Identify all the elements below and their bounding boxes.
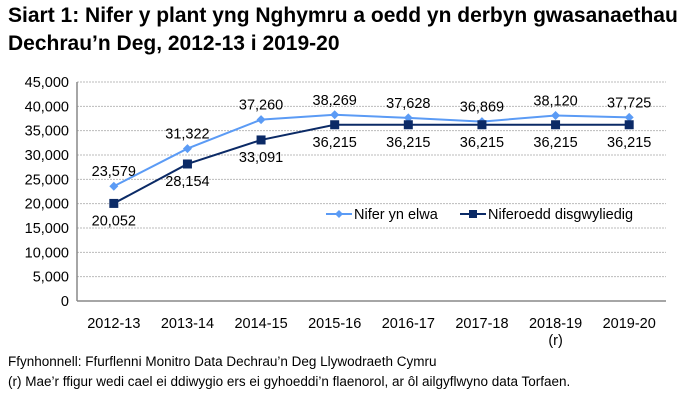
- x-tick-label: 2017-18: [455, 316, 508, 332]
- legend-label: Niferoedd disgwyliedig: [488, 207, 633, 223]
- data-point: [256, 115, 266, 125]
- y-tick-label: 40,000: [25, 99, 69, 115]
- y-tick-label: 45,000: [25, 75, 69, 91]
- y-tick-label: 5,000: [33, 270, 69, 286]
- data-point: [256, 135, 266, 145]
- data-label: 37,260: [239, 98, 283, 114]
- data-label: 36,215: [533, 135, 577, 151]
- data-point: [624, 112, 634, 122]
- y-tick-label: 0: [61, 294, 69, 310]
- x-tick-label: 2018-19: [529, 316, 582, 332]
- legend-label: Nifer yn elwa: [354, 207, 439, 223]
- series-line-1: [113, 123, 630, 205]
- y-tick-label: 15,000: [25, 221, 69, 237]
- series-line-0: [113, 113, 630, 188]
- y-tick-label: 25,000: [25, 172, 69, 188]
- legend-marker: [335, 210, 343, 218]
- chart-title: Siart 1: Nifer y plant yng Nghymru a oed…: [8, 4, 678, 55]
- data-point: [109, 181, 119, 191]
- data-label: 28,154: [165, 174, 209, 190]
- y-tick-label: 10,000: [25, 245, 69, 261]
- data-point: [330, 110, 340, 120]
- legend-marker: [469, 210, 477, 218]
- x-tick-label: 2014-15: [234, 316, 287, 332]
- x-tick-sublabel: (r): [548, 333, 563, 349]
- data-point: [403, 120, 413, 130]
- data-label: 36,215: [313, 135, 357, 151]
- data-point: [477, 120, 487, 130]
- data-label: 20,052: [92, 213, 136, 229]
- data-point: [403, 113, 413, 123]
- data-point: [182, 159, 192, 169]
- data-point: [551, 110, 561, 120]
- y-tick-label: 30,000: [25, 148, 69, 164]
- revision-note: (r) Mae’r ffigur wedi cael ei ddiwygio e…: [8, 374, 571, 389]
- data-label: 36,215: [386, 135, 430, 151]
- data-point: [109, 198, 119, 208]
- data-label: 36,215: [607, 135, 651, 151]
- x-tick-label: 2012-13: [87, 316, 140, 332]
- y-tick-label: 35,000: [25, 124, 69, 140]
- data-label: 38,120: [533, 93, 577, 109]
- data-point: [330, 120, 340, 130]
- data-label: 37,628: [386, 96, 430, 112]
- y-tick-label: 20,000: [25, 197, 69, 213]
- data-point: [624, 120, 634, 130]
- data-label: 36,215: [460, 135, 504, 151]
- data-point: [551, 120, 561, 130]
- x-tick-label: 2019-20: [603, 316, 656, 332]
- data-point: [182, 144, 192, 154]
- x-tick-label: 2013-14: [161, 316, 214, 332]
- x-tick-label: 2015-16: [308, 316, 361, 332]
- data-label: 33,091: [239, 150, 283, 166]
- x-tick-label: 2016-17: [382, 316, 435, 332]
- data-label: 38,269: [313, 93, 357, 109]
- source-note: Ffynhonnell: Ffurflenni Monitro Data Dec…: [8, 354, 437, 369]
- data-label: 31,322: [165, 127, 209, 143]
- data-label: 23,579: [92, 164, 136, 180]
- data-label: 37,725: [607, 95, 651, 111]
- data-label: 36,869: [460, 100, 504, 116]
